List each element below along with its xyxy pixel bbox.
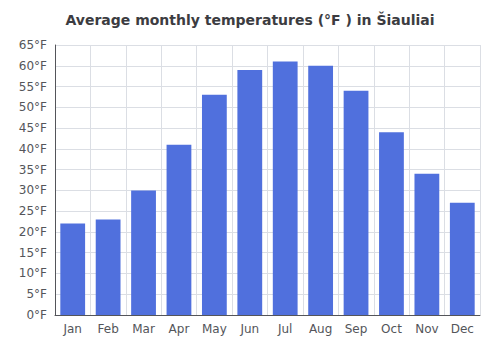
svg-text:0°F: 0°F [26, 308, 47, 322]
svg-text:15°F: 15°F [19, 246, 47, 260]
svg-text:Nov: Nov [415, 322, 438, 336]
svg-text:25°F: 25°F [19, 204, 47, 218]
svg-text:Jan: Jan [62, 322, 82, 336]
svg-text:Average monthly temperatures (: Average monthly temperatures (°F ) in Ši… [65, 11, 434, 28]
svg-text:40°F: 40°F [19, 142, 47, 156]
svg-text:35°F: 35°F [19, 163, 47, 177]
svg-text:Jun: Jun [239, 322, 259, 336]
svg-text:Mar: Mar [132, 322, 155, 336]
svg-text:5°F: 5°F [26, 287, 47, 301]
svg-text:60°F: 60°F [19, 59, 47, 73]
svg-text:50°F: 50°F [19, 100, 47, 114]
svg-text:65°F: 65°F [19, 38, 47, 52]
svg-text:20°F: 20°F [19, 225, 47, 239]
svg-text:55°F: 55°F [19, 80, 47, 94]
svg-text:45°F: 45°F [19, 121, 47, 135]
svg-text:Dec: Dec [451, 322, 474, 336]
svg-text:Feb: Feb [98, 322, 119, 336]
svg-text:Aug: Aug [309, 322, 332, 336]
svg-text:Jul: Jul [277, 322, 292, 336]
svg-text:10°F: 10°F [19, 266, 47, 280]
svg-text:30°F: 30°F [19, 183, 47, 197]
svg-text:Apr: Apr [169, 322, 190, 336]
svg-text:Sep: Sep [345, 322, 368, 336]
svg-text:Oct: Oct [381, 322, 402, 336]
svg-text:May: May [202, 322, 227, 336]
